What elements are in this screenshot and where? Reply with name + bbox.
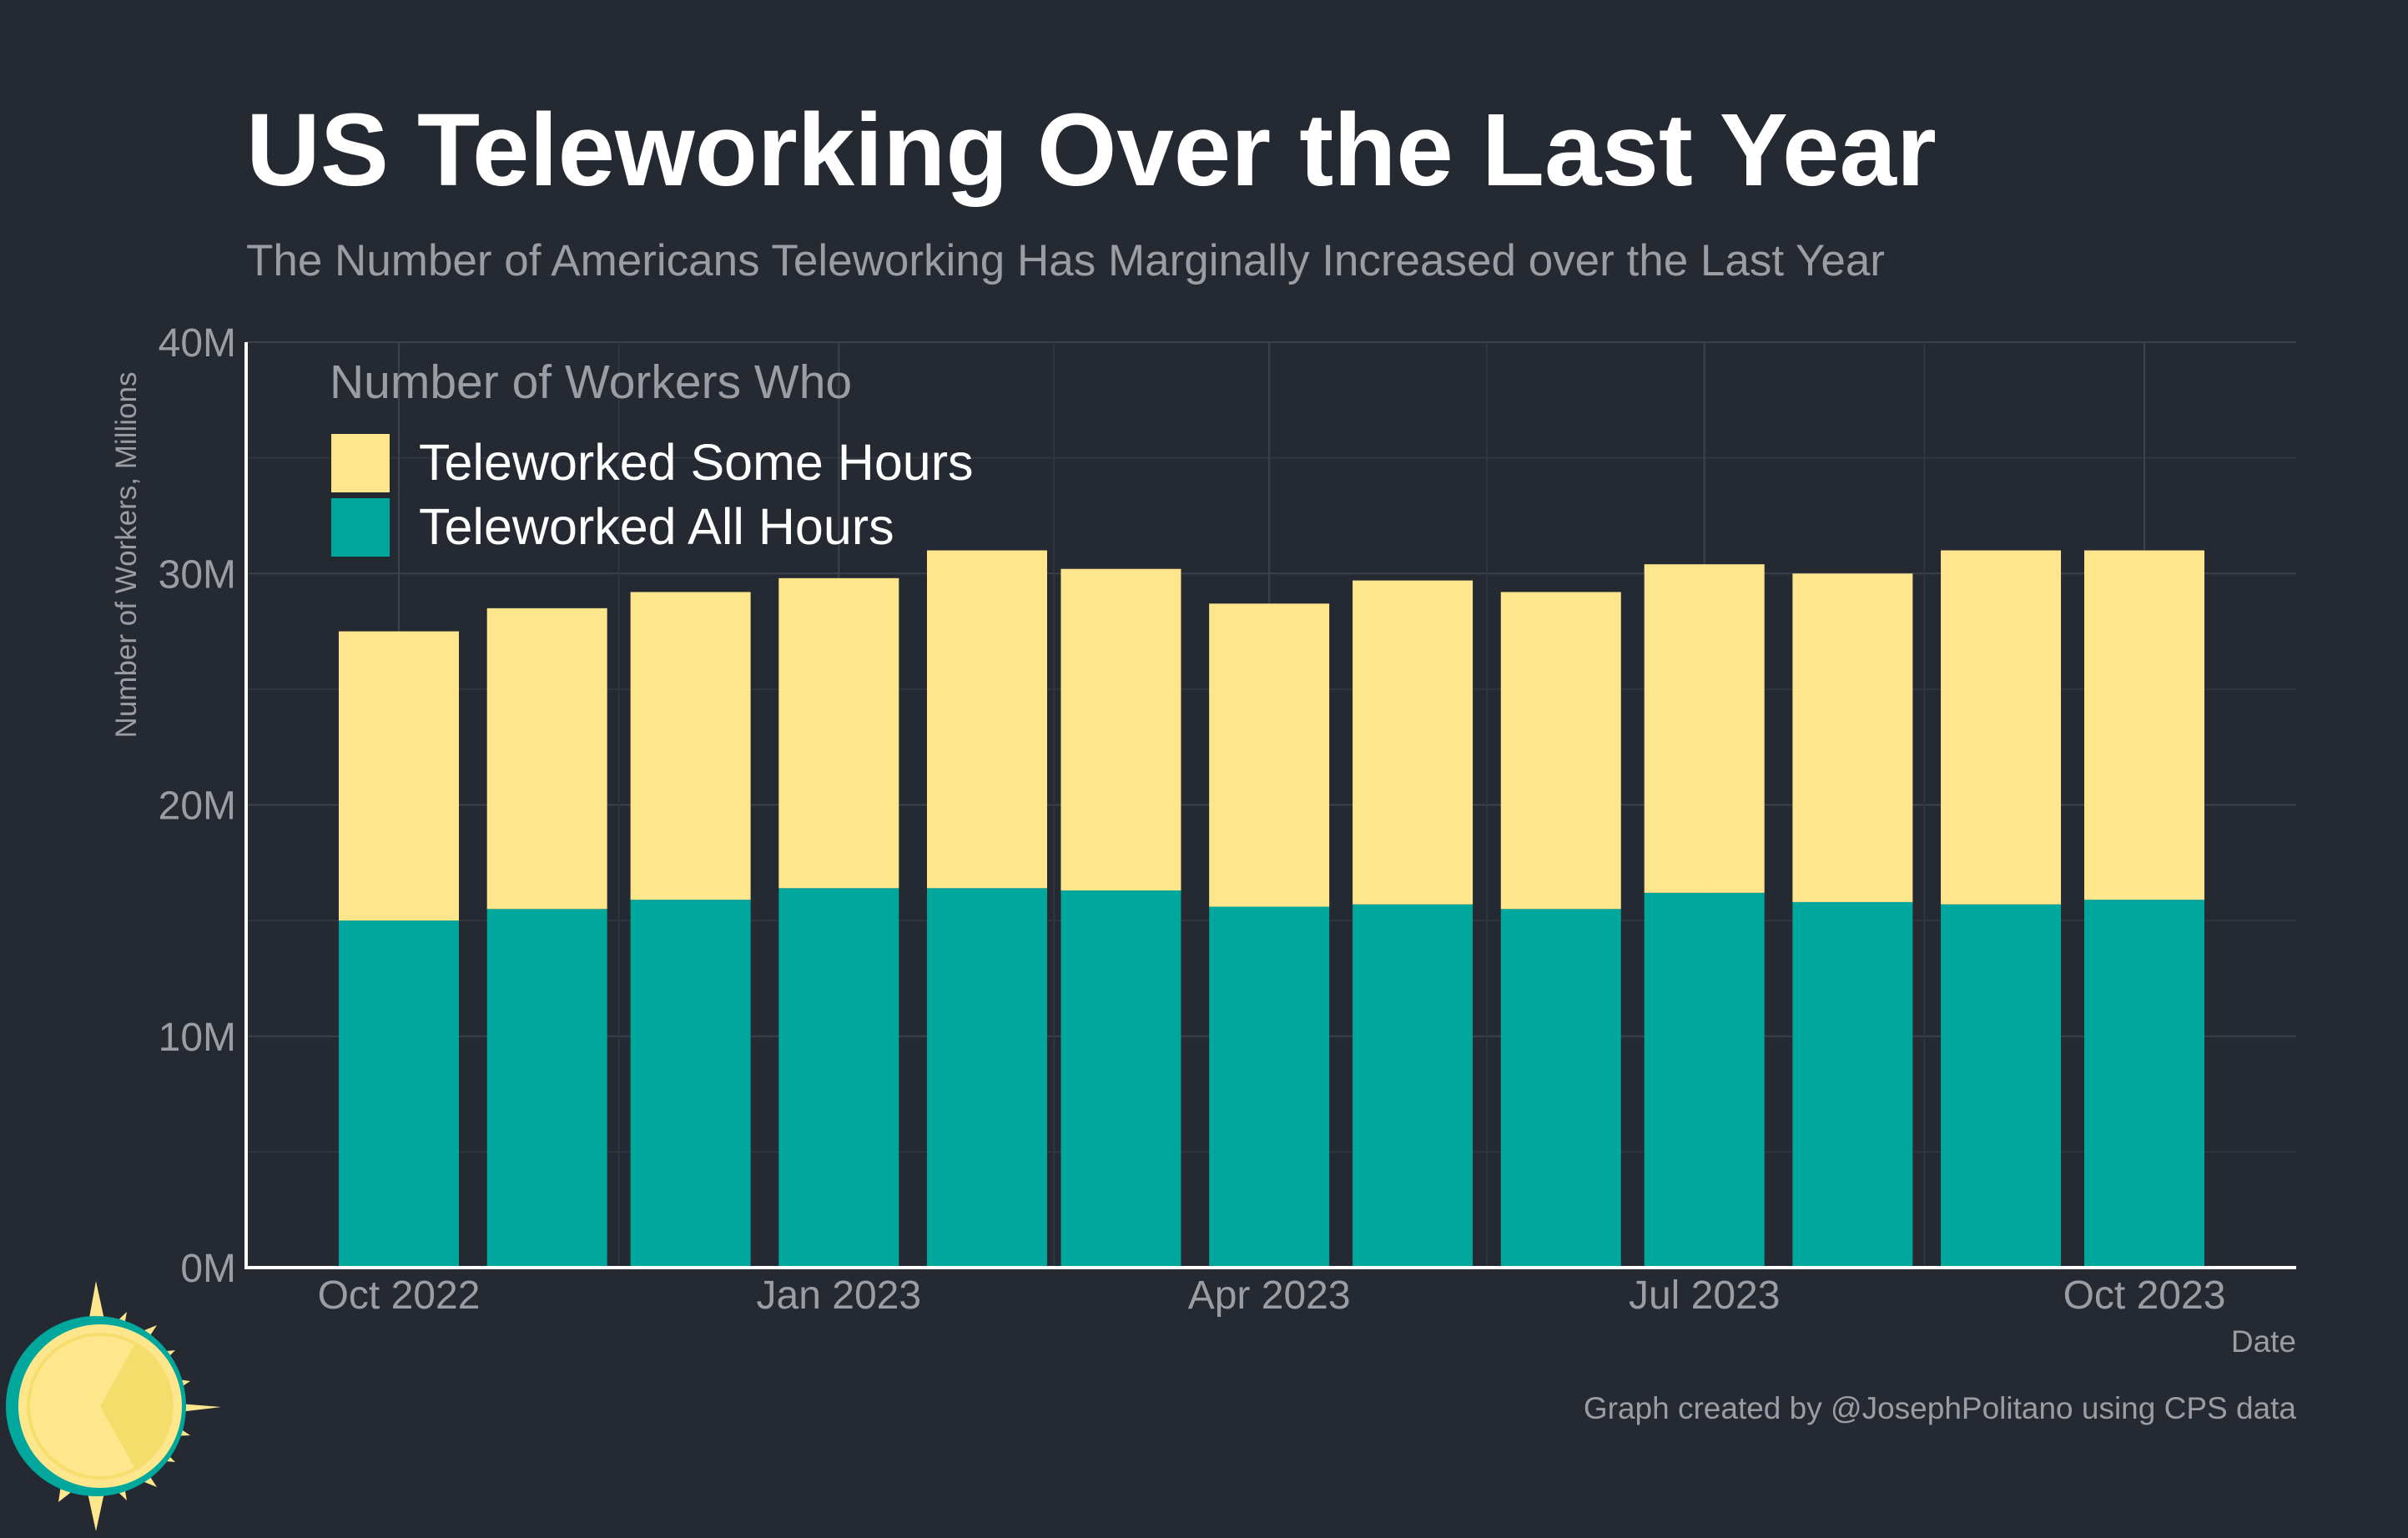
chart-title: US Teleworking Over the Last Year (246, 93, 1937, 208)
y-tick-label: 30M (159, 552, 236, 597)
bar-all-hours (1500, 909, 1621, 1268)
x-tick-label: Oct 2022 (318, 1273, 481, 1318)
bar-some-hours (1353, 580, 1474, 905)
x-axis-label: Date (2231, 1324, 2296, 1359)
bar-some-hours (339, 631, 459, 921)
bar-some-hours (1644, 564, 1765, 893)
legend-swatch-some-hours (331, 434, 390, 492)
y-tick-label: 40M (159, 321, 236, 366)
legend-label-all-hours: Teleworked All Hours (419, 498, 894, 555)
bar-some-hours (2084, 550, 2204, 900)
bar-all-hours (1060, 890, 1181, 1268)
bars (339, 550, 2204, 1268)
legend-swatch-all-hours (331, 498, 390, 557)
bar-all-hours (1644, 892, 1765, 1268)
bar-all-hours (2084, 900, 2204, 1268)
bar-some-hours (1792, 573, 1913, 902)
caption: Graph created by @JosephPolitano using C… (1584, 1391, 2297, 1425)
bar-all-hours (630, 900, 751, 1268)
bar-all-hours (1941, 904, 2062, 1268)
x-tick-label: Jul 2023 (1629, 1273, 1780, 1318)
bar-some-hours (630, 592, 751, 900)
bar-some-hours (1209, 603, 1330, 907)
bar-some-hours (486, 608, 607, 910)
y-tick-label: 10M (159, 1016, 236, 1060)
y-tick-label: 0M (180, 1247, 236, 1291)
y-tick-label: 20M (159, 784, 236, 829)
x-tick-label: Apr 2023 (1188, 1273, 1351, 1318)
bar-some-hours (778, 577, 899, 889)
legend: Number of Workers Who Teleworked Some Ho… (330, 356, 974, 557)
legend-title: Number of Workers Who (330, 356, 852, 409)
bar-all-hours (926, 888, 1047, 1268)
bar-all-hours (778, 888, 899, 1268)
chart-subtitle: The Number of Americans Teleworking Has … (246, 236, 1885, 285)
bar-all-hours (486, 909, 607, 1268)
bar-some-hours (1060, 568, 1181, 891)
bar-all-hours (1353, 904, 1474, 1268)
x-tick-label: Jan 2023 (757, 1273, 922, 1318)
bar-all-hours (1209, 906, 1330, 1268)
x-tick-label: Oct 2023 (2063, 1273, 2226, 1318)
legend-label-some-hours: Teleworked Some Hours (419, 434, 974, 491)
bar-all-hours (339, 920, 459, 1268)
bar-all-hours (1792, 901, 1913, 1268)
y-axis-label: Number of Workers, Millions (110, 372, 143, 739)
bar-some-hours (926, 550, 1047, 889)
sun-logo-icon (6, 1281, 221, 1531)
axes: 0M 10M 20M 30M 40M Oct 2022 Jan 2023 Apr 2023 Ju… (159, 321, 2296, 1318)
bar-some-hours (1500, 592, 1621, 910)
bar-some-hours (1941, 550, 2062, 905)
